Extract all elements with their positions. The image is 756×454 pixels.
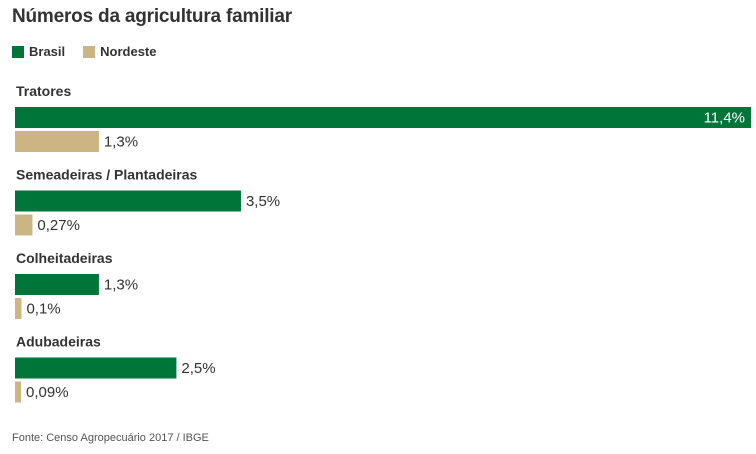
legend-swatch-brasil bbox=[12, 45, 24, 58]
bar-adubadeiras-nordeste bbox=[15, 381, 21, 403]
category-label-tratores: Tratores bbox=[16, 83, 71, 99]
bar-adubadeiras-brasil bbox=[15, 357, 177, 379]
legend-swatch-nordeste bbox=[83, 45, 96, 58]
value-label-adubadeiras-brasil: 2,5% bbox=[181, 360, 215, 377]
bar-semeadeiras-plantadeiras-brasil bbox=[15, 190, 241, 212]
value-label-tratores-nordeste: 1,3% bbox=[104, 134, 138, 151]
bar-tratores-nordeste bbox=[15, 131, 99, 152]
category-label-colheitadeiras: Colheitadeiras bbox=[16, 250, 113, 266]
chart-title: Números da agricultura familiar bbox=[12, 6, 292, 27]
category-label-adubadeiras: Adubadeiras bbox=[16, 334, 101, 350]
value-label-semeadeiras-plantadeiras-nordeste: 0,27% bbox=[37, 217, 80, 234]
legend: Brasil Nordeste bbox=[12, 44, 175, 59]
bar-chart: Tratores 11,4% 1,3% Semeadeiras / Plantadei… bbox=[15, 83, 751, 403]
bar-colheitadeiras-brasil bbox=[15, 274, 99, 295]
bar-colheitadeiras-nordeste bbox=[15, 298, 22, 319]
value-label-tratores-brasil: 11,4% bbox=[704, 110, 745, 127]
source-note: Fonte: Censo Agropecuário 2017 / IBGE bbox=[12, 432, 209, 444]
legend-item-nordeste: Nordeste bbox=[83, 44, 157, 59]
value-label-adubadeiras-nordeste: 0,09% bbox=[26, 384, 69, 401]
legend-label-brasil: Brasil bbox=[29, 44, 66, 59]
value-label-semeadeiras-plantadeiras-brasil: 3,5% bbox=[246, 193, 280, 210]
bar-tratores-brasil bbox=[15, 107, 751, 128]
value-label-colheitadeiras-brasil: 1,3% bbox=[104, 277, 138, 294]
category-label-semeadeiras-plantadeiras: Semeadeiras / Plantadeiras bbox=[16, 167, 198, 183]
value-label-colheitadeiras-nordeste: 0,1% bbox=[26, 301, 60, 318]
legend-label-nordeste: Nordeste bbox=[100, 44, 157, 59]
bar-semeadeiras-plantadeiras-nordeste bbox=[15, 214, 33, 236]
legend-item-brasil: Brasil bbox=[12, 44, 65, 59]
